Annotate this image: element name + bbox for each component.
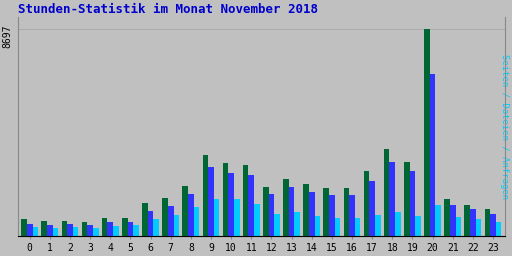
Bar (82, 222, 88, 236)
Bar (174, 215, 179, 236)
Bar (194, 207, 199, 236)
Bar (113, 226, 119, 236)
Bar (335, 218, 340, 236)
Bar (435, 205, 441, 236)
Bar (390, 162, 395, 236)
Bar (484, 209, 490, 236)
Bar (248, 175, 254, 236)
Bar (395, 212, 401, 236)
Bar (344, 188, 349, 236)
Bar (73, 227, 78, 236)
Bar (154, 219, 159, 236)
Bar (289, 187, 294, 236)
Bar (444, 199, 450, 236)
Bar (303, 185, 309, 236)
Bar (168, 206, 174, 236)
Bar (188, 194, 194, 236)
Bar (410, 172, 415, 236)
Bar (243, 165, 248, 236)
Bar (142, 203, 148, 236)
Text: Stunden-Statistik im Monat November 2018: Stunden-Statistik im Monat November 2018 (17, 3, 317, 16)
Bar (274, 214, 280, 236)
Bar (61, 221, 67, 236)
Bar (283, 178, 289, 236)
Bar (496, 222, 501, 236)
Bar (476, 219, 481, 236)
Bar (424, 29, 430, 236)
Bar (208, 167, 214, 236)
Bar (182, 186, 188, 236)
Bar (364, 172, 369, 236)
Bar (294, 212, 300, 236)
Bar (228, 173, 234, 236)
Bar (415, 216, 421, 236)
Bar (254, 204, 260, 236)
Bar (490, 214, 496, 236)
Bar (33, 227, 38, 236)
Bar (329, 195, 335, 236)
Bar (450, 205, 456, 236)
Bar (108, 222, 113, 236)
Bar (324, 188, 329, 236)
Bar (53, 228, 58, 236)
Bar (355, 218, 360, 236)
Bar (203, 155, 208, 236)
Bar (102, 218, 108, 236)
Bar (464, 205, 470, 236)
Bar (162, 198, 168, 236)
Bar (314, 216, 320, 236)
Bar (214, 199, 220, 236)
Bar (404, 162, 410, 236)
Bar (384, 149, 390, 236)
Bar (41, 221, 47, 236)
Bar (470, 209, 476, 236)
Bar (148, 211, 154, 236)
Bar (27, 224, 33, 236)
Bar (234, 199, 240, 236)
Bar (122, 218, 127, 236)
Bar (88, 225, 93, 236)
Bar (375, 215, 380, 236)
Y-axis label: Seiten / Dateien / Anfragen: Seiten / Dateien / Anfragen (500, 54, 509, 199)
Bar (133, 225, 139, 236)
Bar (47, 225, 53, 236)
Bar (263, 187, 269, 236)
Bar (223, 163, 228, 236)
Bar (22, 219, 27, 236)
Bar (127, 221, 133, 236)
Bar (309, 192, 314, 236)
Bar (430, 74, 435, 236)
Bar (456, 217, 461, 236)
Bar (67, 225, 73, 236)
Bar (93, 228, 99, 236)
Bar (369, 181, 375, 236)
Bar (269, 194, 274, 236)
Bar (349, 195, 355, 236)
